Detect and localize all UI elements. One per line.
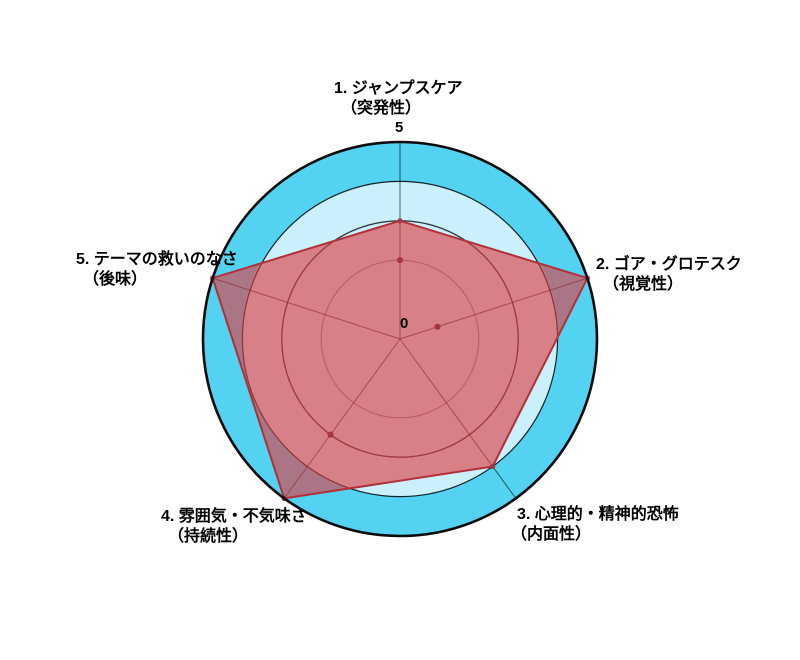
axis-label-line1: 2. ゴア・グロテスク bbox=[596, 256, 742, 273]
data-polygon bbox=[211, 219, 589, 500]
axis-label-line1: 1. ジャンプスケア bbox=[334, 80, 463, 97]
axis-label-line2: （持続性） bbox=[168, 528, 249, 545]
data-point-axis-1 bbox=[397, 218, 403, 224]
axis-label-line1: 3. 心理的・精神的恐怖 bbox=[517, 506, 679, 523]
extra-marker-axis-4 bbox=[327, 431, 334, 438]
axis-label-line2: （後味） bbox=[83, 271, 148, 288]
extra-marker-axis-2 bbox=[434, 323, 441, 330]
axis-label-gore-grotesque: 2. ゴア・グロテスク （視覚性） bbox=[596, 255, 742, 295]
axis-label-atmosphere-creepiness: 4. 雰囲気・不気味さ （持続性） bbox=[161, 507, 307, 547]
data-point-axis-3 bbox=[490, 463, 496, 470]
radial-tick-min: 0 bbox=[400, 315, 409, 332]
extra-marker-axis-1 bbox=[396, 257, 404, 264]
axis-label-line2: （内面性） bbox=[511, 526, 592, 543]
radial-tick-max: 5 bbox=[395, 119, 404, 136]
outer-boundary-ring bbox=[201, 140, 599, 538]
axis-label-line1: 5. テーマの救いのなさ bbox=[76, 251, 238, 268]
axis-label-jumpscare: 1. ジャンプスケア （突発性） bbox=[334, 79, 463, 119]
axis-label-line2: （視覚性） bbox=[603, 276, 684, 293]
axis-label-psychological-horror: 3. 心理的・精神的恐怖 （内面性） bbox=[511, 505, 679, 545]
axis-label-line1: 4. 雰囲気・不気味さ bbox=[161, 508, 307, 525]
axis-label-hopeless-theme: 5. テーマの救いのなさ （後味） bbox=[76, 250, 238, 290]
axis-label-line2: （突発性） bbox=[341, 100, 422, 117]
